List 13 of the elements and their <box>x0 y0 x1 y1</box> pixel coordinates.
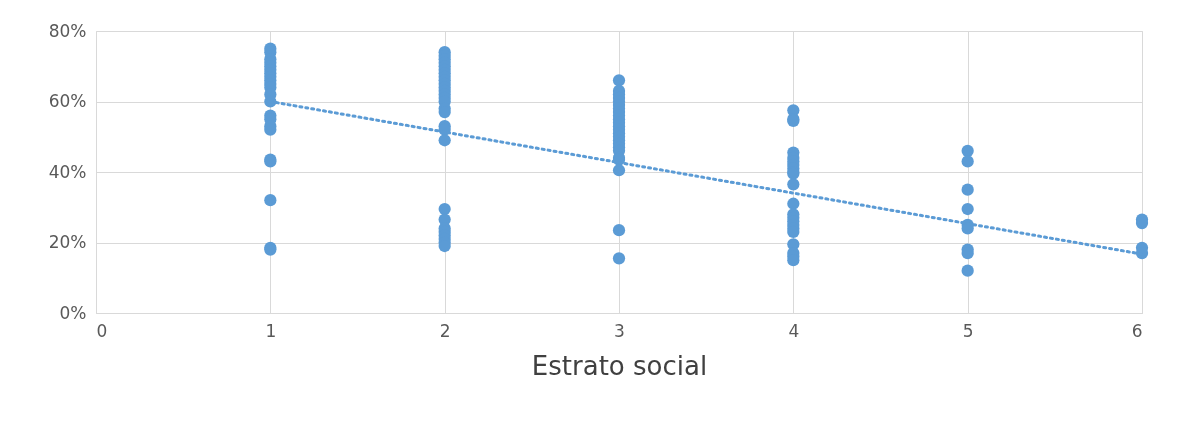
x-tick-label: 0 <box>96 320 108 341</box>
x-tick-label: 3 <box>614 320 625 341</box>
y-tick-label: 60% <box>48 91 87 111</box>
x-tick-label: 1 <box>265 320 277 341</box>
y-tick-label: 80% <box>48 20 87 41</box>
x-tick-label: 4 <box>788 320 800 341</box>
y-tick-label: 20% <box>48 232 87 252</box>
y-tick-label: 40% <box>48 161 87 182</box>
x-tick-label: 5 <box>962 320 974 341</box>
x-tick-label: 6 <box>1131 320 1143 341</box>
x-tick-label: 2 <box>439 320 451 341</box>
x-axis-title: Estrato social <box>531 350 708 381</box>
y-tick-label: 0% <box>59 302 87 323</box>
